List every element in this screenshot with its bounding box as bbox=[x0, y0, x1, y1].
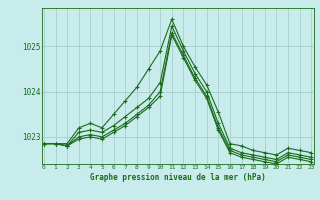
X-axis label: Graphe pression niveau de la mer (hPa): Graphe pression niveau de la mer (hPa) bbox=[90, 173, 266, 182]
